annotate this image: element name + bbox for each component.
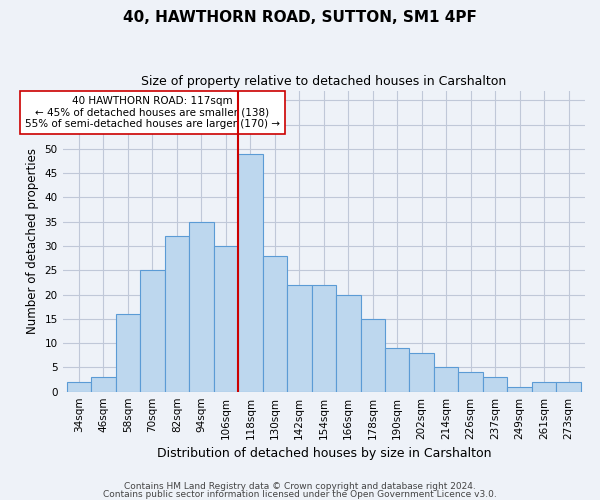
Bar (214, 246, 238, 392)
Bar (385, 348, 409, 392)
Text: Contains HM Land Registry data © Crown copyright and database right 2024.: Contains HM Land Registry data © Crown c… (124, 482, 476, 491)
Bar (556, 382, 581, 392)
Bar (140, 270, 164, 392)
Text: Contains public sector information licensed under the Open Government Licence v3: Contains public sector information licen… (103, 490, 497, 499)
Bar (164, 236, 189, 392)
Bar (67, 382, 91, 392)
Bar (116, 314, 140, 392)
Bar (409, 353, 434, 392)
Bar (189, 222, 214, 392)
Bar (311, 285, 336, 392)
Bar (532, 382, 556, 392)
Y-axis label: Number of detached properties: Number of detached properties (26, 148, 39, 334)
Title: Size of property relative to detached houses in Carshalton: Size of property relative to detached ho… (141, 75, 506, 88)
Bar (361, 319, 385, 392)
Text: 40 HAWTHORN ROAD: 117sqm
← 45% of detached houses are smaller (138)
55% of semi-: 40 HAWTHORN ROAD: 117sqm ← 45% of detach… (25, 96, 280, 129)
Bar (434, 368, 458, 392)
Bar (508, 387, 532, 392)
Text: 40, HAWTHORN ROAD, SUTTON, SM1 4PF: 40, HAWTHORN ROAD, SUTTON, SM1 4PF (123, 10, 477, 25)
Bar (263, 256, 287, 392)
Bar (336, 294, 361, 392)
Bar (238, 154, 263, 392)
Bar (483, 377, 508, 392)
X-axis label: Distribution of detached houses by size in Carshalton: Distribution of detached houses by size … (157, 447, 491, 460)
Bar (458, 372, 483, 392)
Bar (287, 285, 311, 392)
Bar (91, 377, 116, 392)
